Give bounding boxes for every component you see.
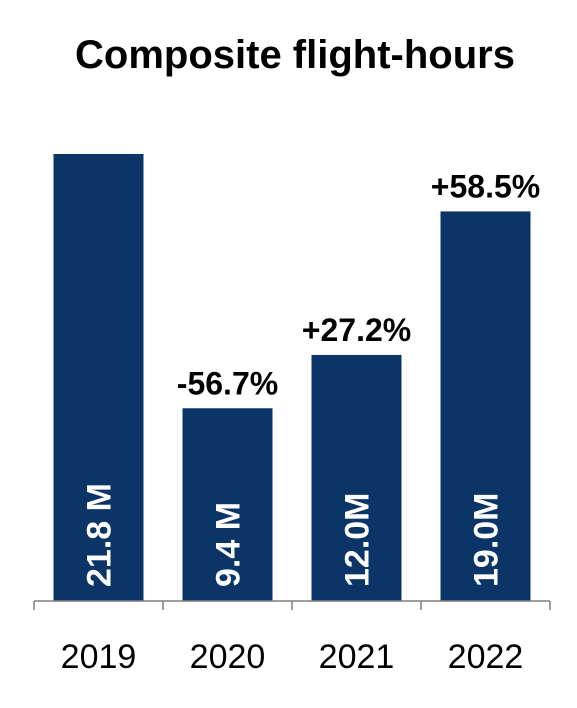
bar-2021 — [311, 354, 402, 601]
change-label-2021: +27.2% — [302, 312, 411, 348]
x-tick-label-2020: 2020 — [190, 638, 266, 676]
x-tick-label-2022: 2022 — [448, 638, 524, 676]
change-label-2022: +58.5% — [431, 168, 540, 204]
x-tick-label-2021: 2021 — [319, 638, 395, 676]
bar-2020 — [182, 408, 273, 601]
bar-value-label-2022: 19.0M — [468, 493, 506, 588]
bar-value-label-2020: 9.4 M — [210, 502, 248, 587]
x-tick-label-2019: 2019 — [61, 638, 137, 676]
bar-2019 — [53, 154, 144, 601]
labels-layer: 21.8 M 2019 9.4 M -56.7% 2020 12.0M +27.2% 2021… — [61, 168, 541, 676]
change-label-2020: -56.7% — [177, 365, 278, 401]
bar-value-label-2021: 12.0M — [339, 493, 377, 588]
bar-value-label-2019: 21.8 M — [81, 483, 119, 587]
bars-layer — [53, 154, 531, 601]
chart-title: Composite flight-hours — [75, 33, 515, 77]
x-axis — [33, 600, 551, 610]
bar-2022 — [440, 211, 531, 601]
